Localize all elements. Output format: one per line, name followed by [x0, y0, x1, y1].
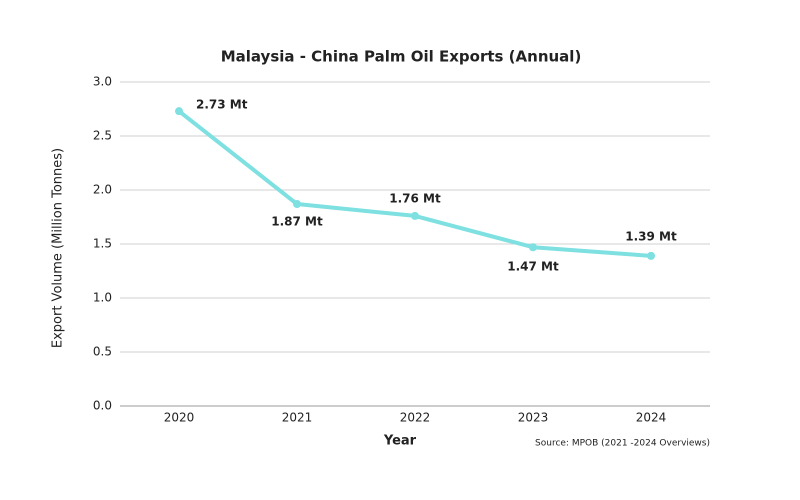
x-tick-label: 2020 — [164, 411, 195, 425]
y-tick-label: 0.5 — [93, 345, 112, 359]
data-point — [529, 243, 537, 252]
data-label: 2.73 Mt — [196, 98, 248, 112]
x-tick-label: 2021 — [282, 411, 313, 425]
data-label: 1.47 Mt — [507, 260, 559, 274]
x-tick-label: 2024 — [636, 411, 667, 425]
data-point — [175, 107, 183, 116]
x-tick-label: 2023 — [518, 411, 549, 425]
y-tick-label: 2.0 — [93, 183, 112, 197]
data-point — [293, 200, 301, 209]
y-tick-label: 0.0 — [93, 399, 112, 413]
source-note: Source: MPOB (2021 -2024 Overviews) — [535, 439, 710, 449]
chart-title: Malaysia - China Palm Oil Exports (Annua… — [221, 48, 582, 66]
data-label: 1.76 Mt — [389, 191, 441, 205]
x-axis-label: Year — [383, 434, 417, 449]
data-label: 1.87 Mt — [271, 215, 323, 229]
y-tick-label: 3.0 — [93, 75, 112, 89]
data-line — [177, 109, 652, 258]
data-point — [411, 211, 419, 220]
data-point — [647, 251, 655, 260]
y-tick-label: 1.0 — [93, 291, 112, 305]
x-tick-label: 2022 — [400, 411, 431, 425]
y-tick-label: 2.5 — [93, 129, 112, 143]
data-label: 1.39 Mt — [625, 229, 677, 243]
y-axis-label: Export Volume (Million Tonnes) — [51, 148, 66, 348]
y-tick-label: 1.5 — [93, 237, 112, 251]
